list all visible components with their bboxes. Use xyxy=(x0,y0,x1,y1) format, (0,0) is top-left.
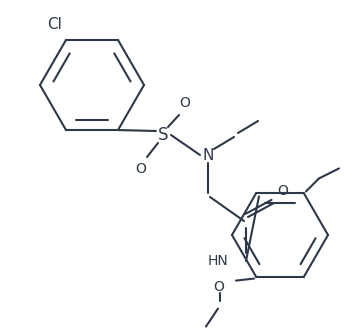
Text: S: S xyxy=(158,126,168,144)
Text: O: O xyxy=(135,162,146,176)
Text: O: O xyxy=(213,280,224,294)
Text: HN: HN xyxy=(207,254,228,268)
Text: O: O xyxy=(179,96,190,110)
Text: N: N xyxy=(202,148,214,162)
Text: O: O xyxy=(278,184,288,198)
Text: Cl: Cl xyxy=(47,17,62,32)
